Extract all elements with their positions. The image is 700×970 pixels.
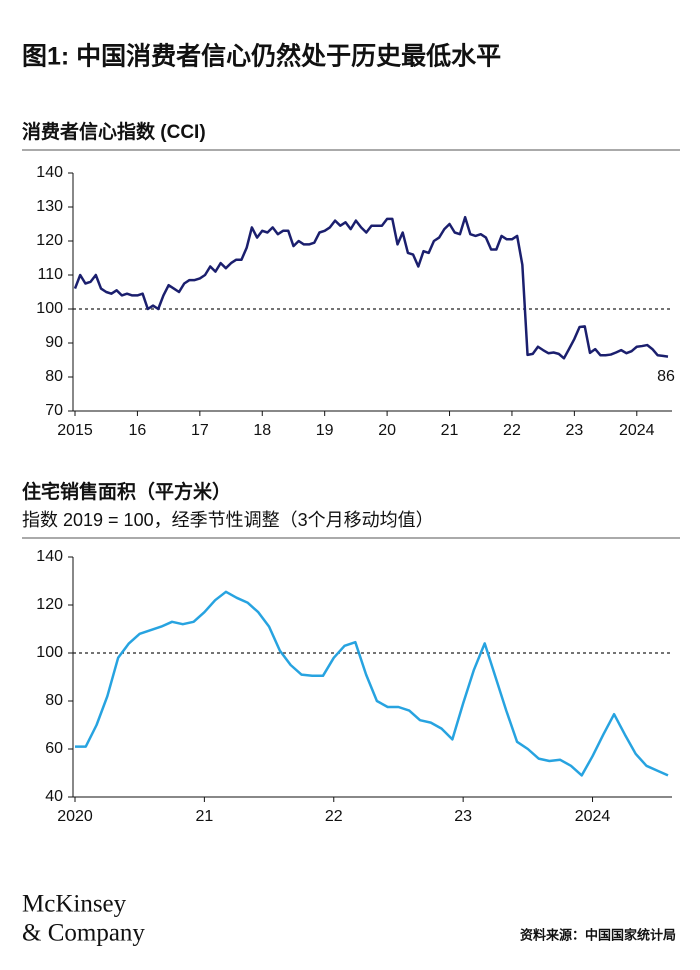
logo-line1: McKinsey	[22, 891, 127, 918]
y-tick-label: 140	[36, 164, 63, 181]
data-line	[75, 590, 669, 777]
y-tick-label: 130	[36, 198, 63, 215]
x-tick-label: 19	[316, 422, 334, 439]
y-tick-label: 120	[36, 596, 63, 613]
x-tick-label: 21	[441, 422, 459, 439]
x-tick-label: 20	[378, 422, 396, 439]
chart-title: 消费者信心指数 (CCI)	[22, 120, 206, 143]
x-tick-label: 21	[195, 808, 213, 825]
x-tick-label: 16	[129, 422, 147, 439]
logo-line2: & Company	[22, 920, 145, 947]
x-tick-label: 2020	[57, 808, 93, 825]
x-tick-label: 2024	[575, 808, 611, 825]
chart-title: 住宅销售面积（平方米）	[22, 480, 231, 503]
source-note: 资料来源：中国国家统计局	[520, 927, 676, 942]
y-tick-label: 60	[45, 740, 63, 757]
y-tick-label: 100	[36, 644, 63, 661]
page-title: 图1: 中国消费者信心仍然处于历史最低水平	[22, 42, 501, 71]
x-tick-label: 2015	[57, 422, 93, 439]
x-tick-label: 17	[191, 422, 209, 439]
x-tick-label: 18	[253, 422, 271, 439]
y-tick-label: 40	[45, 788, 63, 805]
data-line	[73, 215, 669, 360]
y-tick-label: 80	[45, 692, 63, 709]
data-label: 86	[657, 368, 675, 385]
chart-subtitle: 指数 2019 = 100，经季节性调整（3个月移动均值）	[22, 510, 434, 530]
x-tick-label: 22	[325, 808, 343, 825]
y-tick-label: 110	[37, 266, 63, 283]
x-tick-label: 23	[454, 808, 472, 825]
y-tick-label: 100	[36, 300, 63, 317]
y-tick-label: 80	[45, 368, 63, 385]
x-tick-label: 22	[503, 422, 521, 439]
y-tick-label: 140	[36, 548, 63, 565]
y-tick-label: 120	[36, 232, 63, 249]
x-tick-label: 2024	[619, 422, 655, 439]
y-tick-label: 70	[45, 402, 63, 419]
x-tick-label: 23	[565, 422, 583, 439]
y-tick-label: 90	[45, 334, 63, 351]
